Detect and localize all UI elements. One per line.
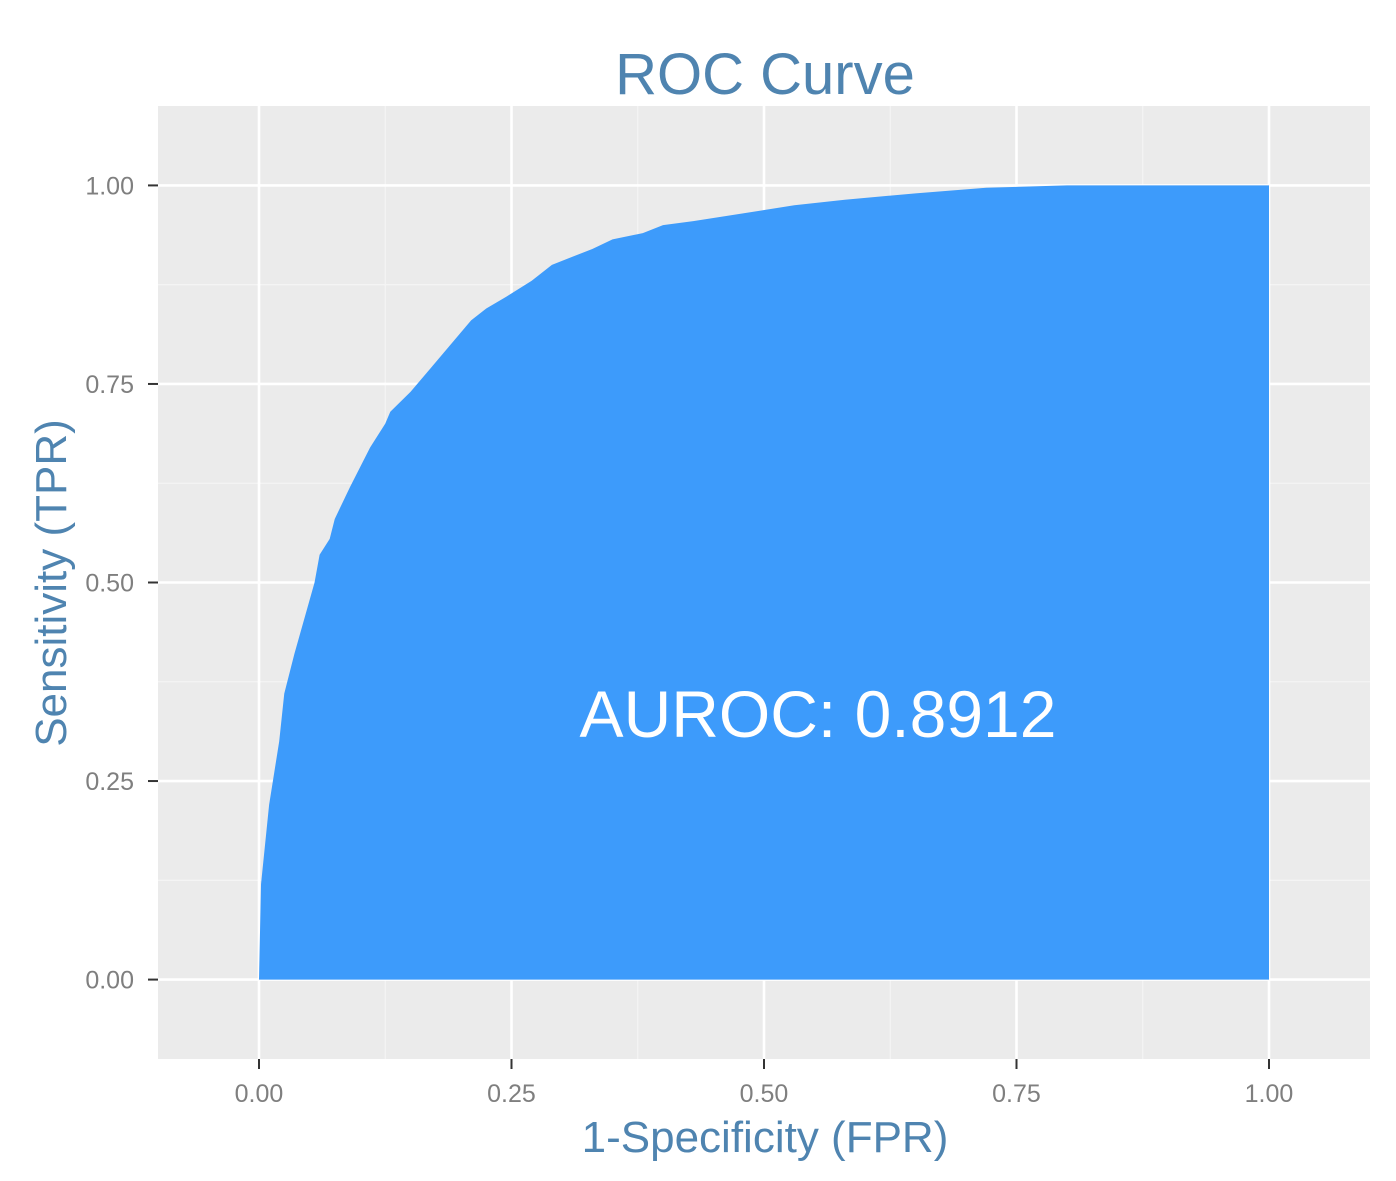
y-tick-label: 1.00 bbox=[85, 172, 134, 200]
roc-area bbox=[259, 185, 1269, 980]
y-tick-label: 0.25 bbox=[85, 768, 134, 796]
y-axis-ticks: 0.00 0.25 0.50 0.75 1.00 bbox=[85, 172, 158, 995]
y-tick-label: 0.50 bbox=[85, 570, 134, 598]
x-axis-label: 1-Specificity (FPR) bbox=[582, 1113, 949, 1162]
chart-title: ROC Curve bbox=[615, 42, 915, 107]
x-tick-label: 1.00 bbox=[1245, 1080, 1294, 1108]
x-tick-label: 0.00 bbox=[235, 1080, 284, 1108]
auroc-annotation: AUROC: 0.8912 bbox=[580, 677, 1057, 751]
y-tick-label: 0.75 bbox=[85, 371, 134, 399]
x-tick-label: 0.75 bbox=[992, 1080, 1041, 1108]
x-axis-ticks: 0.00 0.25 0.50 0.75 1.00 bbox=[235, 1059, 1294, 1108]
y-axis-label: Sensitivity (TPR) bbox=[27, 419, 76, 747]
y-tick-label: 0.00 bbox=[85, 967, 134, 995]
x-tick-label: 0.25 bbox=[487, 1080, 536, 1108]
x-tick-label: 0.50 bbox=[740, 1080, 789, 1108]
